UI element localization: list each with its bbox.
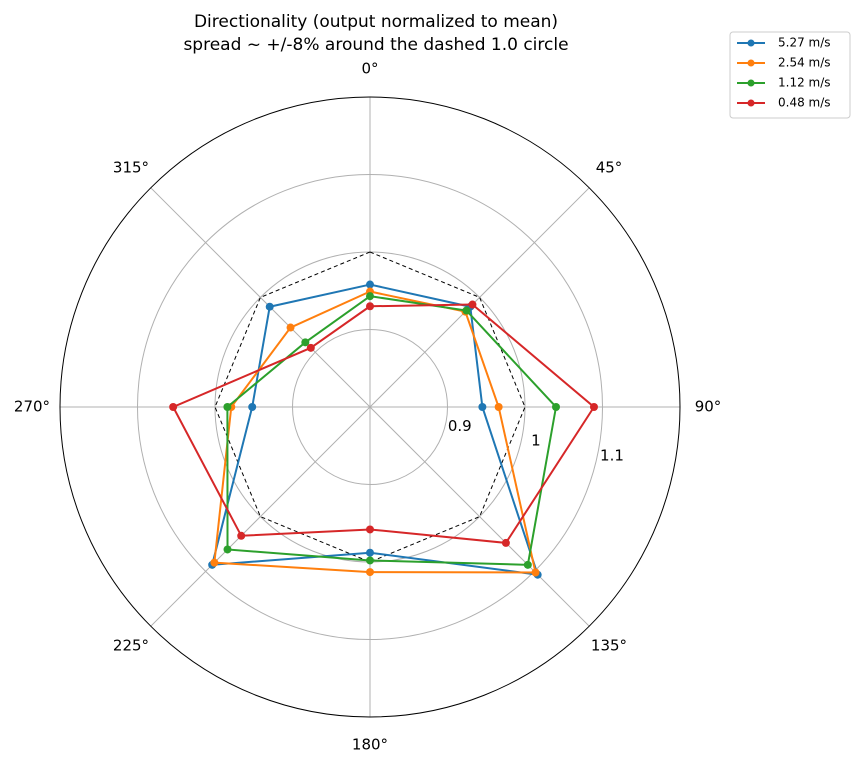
angle-label: 135° bbox=[591, 637, 627, 655]
legend-marker bbox=[747, 39, 755, 47]
angle-label: 270° bbox=[14, 398, 50, 416]
radial-tick-label: 1 bbox=[531, 432, 541, 450]
legend-label: 2.54 m/s bbox=[778, 56, 831, 70]
data-point bbox=[366, 548, 374, 557]
data-point bbox=[248, 403, 257, 411]
data-point bbox=[589, 403, 598, 411]
legend-label: 0.48 m/s bbox=[778, 96, 831, 110]
data-point bbox=[501, 538, 510, 547]
data-point bbox=[531, 568, 540, 577]
radial-tick-label: 1.1 bbox=[600, 447, 624, 465]
grid-spoke bbox=[150, 406, 371, 627]
data-point bbox=[169, 403, 178, 411]
legend-label: 1.12 m/s bbox=[778, 76, 831, 90]
legend-marker bbox=[747, 59, 755, 67]
data-point bbox=[223, 545, 232, 554]
data-point bbox=[462, 306, 471, 315]
data-point bbox=[301, 338, 310, 347]
chart-title: Directionality (output normalized to mea… bbox=[194, 12, 558, 32]
data-point bbox=[265, 302, 274, 311]
angle-label: 180° bbox=[352, 736, 388, 754]
data-point bbox=[210, 558, 219, 567]
data-point bbox=[366, 302, 374, 311]
data-point bbox=[366, 292, 374, 301]
data-point bbox=[237, 531, 246, 540]
legend-box bbox=[729, 31, 851, 119]
legend-marker bbox=[747, 79, 755, 87]
data-point bbox=[494, 403, 503, 411]
data-point bbox=[478, 403, 487, 411]
data-point bbox=[223, 403, 232, 411]
data-point bbox=[286, 323, 295, 332]
angle-label: 225° bbox=[113, 637, 149, 655]
radial-tick-label: 0.9 bbox=[448, 417, 472, 435]
legend-marker bbox=[747, 99, 755, 107]
data-point bbox=[366, 525, 374, 534]
angle-label: 315° bbox=[113, 158, 149, 176]
grid-spoke bbox=[369, 187, 590, 408]
angle-label: 90° bbox=[695, 398, 722, 416]
legend: 5.27 m/s 2.54 m/s 1.12 m/s 0.48 m/s bbox=[729, 31, 851, 119]
data-point bbox=[468, 300, 477, 309]
series-line bbox=[210, 283, 540, 576]
angle-label: 45° bbox=[596, 158, 623, 176]
series-line bbox=[226, 295, 558, 566]
legend-label: 5.27 m/s bbox=[778, 36, 831, 50]
grid-spoke bbox=[369, 406, 590, 627]
grid-spoke bbox=[150, 187, 371, 408]
data-point bbox=[306, 343, 315, 352]
chart-subtitle: spread ~ +/-8% around the dashed 1.0 cir… bbox=[183, 35, 568, 55]
data-point bbox=[366, 556, 374, 565]
data-point bbox=[552, 403, 560, 411]
series-line bbox=[171, 303, 596, 544]
data-point bbox=[366, 280, 374, 289]
axis-boundary bbox=[59, 96, 681, 718]
data-point bbox=[523, 560, 532, 569]
data-point bbox=[366, 568, 374, 577]
angle-label: 0° bbox=[361, 60, 378, 78]
